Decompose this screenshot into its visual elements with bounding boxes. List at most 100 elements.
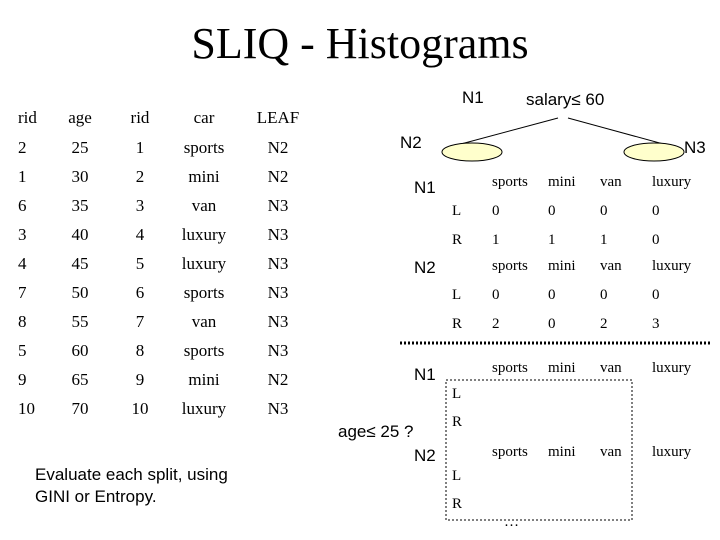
age-list-age: 65 [71, 369, 89, 389]
age-list-age: 30 [71, 166, 89, 186]
car-list-car: mini [188, 369, 220, 389]
hist-top-n1-row-l: L 0 0 0 0 [452, 203, 660, 219]
tree-right-child-label: N3 [684, 138, 706, 157]
car-list-header-rid: rid [130, 108, 150, 127]
age-list-age: 55 [71, 311, 89, 331]
car-list-car: mini [188, 166, 220, 186]
car-list-car: luxury [181, 253, 227, 273]
car-list-rid: 6 [135, 282, 145, 302]
age-list-age: 45 [71, 253, 89, 273]
car-list-car: luxury [181, 224, 227, 244]
hist-bottom-n2-label: N2 [414, 446, 436, 465]
tree-node-n2 [441, 142, 503, 162]
hist-bottom-n2-row-r: R [452, 496, 463, 512]
car-list-header-leaf: LEAF [256, 108, 300, 127]
car-list-car: luxury [181, 398, 227, 418]
age-list-rid: 5 [18, 340, 27, 360]
hist-top-n2-row-r: R 2 0 2 3 [452, 316, 660, 332]
hist-col-sports: sports [492, 174, 528, 190]
car-list-leaf: N2 [267, 166, 289, 186]
hist-bottom-n1-row-l: L [452, 386, 462, 402]
attribute-lists-table: rid age rid car LEAF 2 25 1 sports N2 1 30 2 min… [18, 103, 306, 423]
age-list-header-rid: rid [18, 108, 37, 127]
evaluation-caption: Evaluate each split, using GINI or Entro… [35, 464, 228, 508]
bottom-histogram-box [445, 379, 633, 521]
tree-root-condition: salary≤ 60 [526, 90, 605, 109]
table-row: 2 25 1 sports N2 [18, 133, 306, 162]
hist-top-n1-table: sports mini van luxury L 0 0 0 0 R 1 1 1… [444, 168, 704, 255]
age-list-rid: 1 [18, 166, 27, 186]
hist-col-luxury: luxury [652, 174, 692, 190]
car-list-rid: 8 [135, 340, 145, 360]
tree-node-n3 [623, 142, 685, 162]
hist-top-n2-label: N2 [414, 258, 436, 277]
car-list-car: van [191, 195, 217, 215]
age-list-rid: 3 [18, 224, 27, 244]
tree-left-child-label: N2 [400, 133, 422, 152]
hist-bottom-n1-row-r: R [452, 414, 463, 430]
age-list-age: 70 [71, 398, 89, 418]
table-row: 7 50 6 sports N3 [18, 278, 306, 307]
split-condition: age≤ 25 ? [338, 422, 414, 441]
table-row: 10 70 10 luxury N3 [18, 394, 306, 423]
hist-bottom-n1-label: N1 [414, 365, 436, 384]
car-list-rid: 1 [135, 137, 145, 157]
hist-top-n2-table: sports mini van luxury L 0 0 0 0 R 2 0 2… [444, 252, 704, 339]
car-list-car: sports [183, 137, 225, 157]
table-row: 4 45 5 luxury N3 [18, 249, 306, 278]
age-list-rid: 6 [18, 195, 27, 215]
age-list-age: 35 [71, 195, 89, 215]
age-list-rid: 2 [18, 137, 27, 157]
car-list-leaf: N3 [267, 195, 289, 215]
page-title: SLIQ - Histograms [191, 19, 529, 68]
car-list-leaf: N2 [267, 137, 289, 157]
hist-col-mini: mini [548, 174, 576, 190]
age-list-rid: 9 [18, 369, 27, 389]
car-list-leaf: N3 [267, 340, 289, 360]
age-list-rid: 10 [18, 398, 35, 418]
table-header-row: rid age rid car LEAF [18, 103, 306, 133]
car-list-leaf: N3 [267, 311, 289, 331]
hist-top-n1-header: sports mini van luxury [444, 168, 704, 197]
hist-bottom-ellipsis: … [504, 514, 519, 530]
hist-top-n2-row-l: L 0 0 0 0 [452, 287, 660, 303]
table-row: 1 30 2 mini N2 [18, 162, 306, 191]
hist-top-n1-label: N1 [414, 178, 436, 197]
caption-line-2: GINI or Entropy. [35, 487, 157, 506]
hist-top-n1-row-r: R 1 1 1 0 [452, 232, 660, 248]
hist-bottom-n1-header: sports mini van luxury [492, 360, 692, 376]
hist-bottom-n2-row-l: L [452, 468, 462, 484]
car-list-rid: 2 [135, 166, 145, 186]
car-list-rid: 10 [131, 398, 149, 418]
hist-col-van: van [600, 174, 622, 190]
car-list-car: van [191, 311, 217, 331]
caption-line-1: Evaluate each split, using [35, 465, 228, 484]
car-list-rid: 4 [135, 224, 145, 244]
car-list-leaf: N3 [267, 398, 289, 418]
car-list-leaf: N3 [267, 282, 289, 302]
age-list-rid: 8 [18, 311, 27, 331]
age-list-rid: 4 [18, 253, 27, 273]
table-row: 8 55 7 van N3 [18, 307, 306, 336]
car-list-leaf: N3 [267, 253, 289, 273]
tree-root-label: N1 [462, 88, 484, 107]
hist-top-n2-header: sports mini van luxury [492, 258, 692, 274]
car-list-rid: 3 [135, 195, 145, 215]
car-list-leaf: N2 [267, 369, 289, 389]
car-list-header-car: car [193, 108, 215, 127]
car-list-rid: 5 [135, 253, 145, 273]
hist-bottom-n2-header: sports mini van luxury [492, 444, 692, 460]
age-list-header-age: age [68, 108, 92, 127]
table-row: 3 40 4 luxury N3 [18, 220, 306, 249]
table-row: 6 35 3 van N3 [18, 191, 306, 220]
car-list-leaf: N3 [267, 224, 289, 244]
table-row: 5 60 8 sports N3 [18, 336, 306, 365]
age-list-age: 50 [71, 282, 89, 302]
car-list-rid: 7 [135, 311, 145, 331]
car-list-car: sports [183, 340, 225, 360]
car-list-car: sports [183, 282, 225, 302]
age-list-age: 40 [71, 224, 89, 244]
table-row: 9 65 9 mini N2 [18, 365, 306, 394]
age-list-age: 25 [71, 137, 89, 157]
